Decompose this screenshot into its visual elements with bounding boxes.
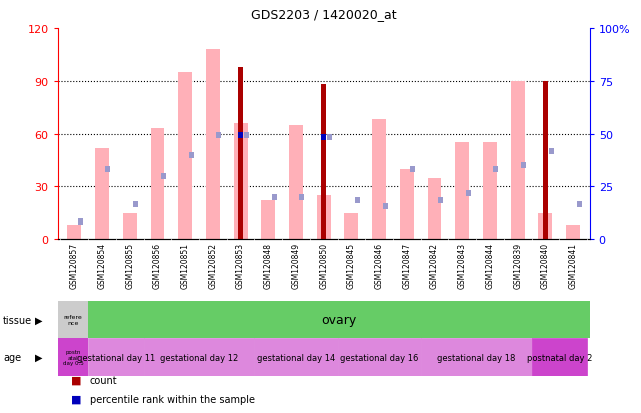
Text: gestational day 11: gestational day 11: [77, 353, 155, 362]
Text: ovary: ovary: [321, 313, 356, 327]
Bar: [543, 82, 548, 240]
Text: GSM120853: GSM120853: [236, 243, 245, 289]
Bar: [216, 133, 221, 139]
Bar: [321, 135, 326, 141]
Bar: [188, 152, 194, 158]
Bar: [133, 202, 138, 207]
Bar: [262, 201, 275, 240]
Bar: [355, 198, 360, 204]
Bar: [151, 129, 164, 240]
Bar: [123, 213, 137, 240]
Text: value, Detection Call = ABSENT: value, Detection Call = ABSENT: [90, 412, 245, 413]
Bar: [88, 339, 144, 376]
Text: GDS2203 / 1420020_at: GDS2203 / 1420020_at: [251, 8, 397, 21]
Text: GSM120857: GSM120857: [70, 243, 79, 289]
Text: GSM120845: GSM120845: [347, 243, 356, 289]
Text: percentile rank within the sample: percentile rank within the sample: [90, 394, 254, 404]
Bar: [344, 213, 358, 240]
Bar: [244, 133, 249, 139]
Text: gestational day 14: gestational day 14: [257, 353, 335, 362]
Bar: [321, 85, 326, 240]
Bar: [410, 166, 415, 172]
Text: refere
nce: refere nce: [63, 315, 82, 325]
Bar: [317, 196, 331, 240]
Text: GSM120850: GSM120850: [319, 243, 328, 289]
Bar: [372, 120, 386, 240]
Bar: [161, 173, 166, 179]
Text: gestational day 18: gestational day 18: [437, 353, 515, 362]
Bar: [494, 166, 499, 172]
Text: gestational day 16: gestational day 16: [340, 353, 419, 362]
Bar: [483, 143, 497, 240]
Bar: [254, 339, 338, 376]
Text: postn
atal
day 0.5: postn atal day 0.5: [63, 349, 83, 366]
Text: GSM120849: GSM120849: [292, 243, 301, 289]
Text: GSM120851: GSM120851: [181, 243, 190, 289]
Text: GSM120840: GSM120840: [541, 243, 550, 289]
Bar: [531, 339, 587, 376]
Bar: [327, 135, 332, 141]
Bar: [238, 68, 243, 240]
Bar: [455, 143, 469, 240]
Text: GSM120847: GSM120847: [403, 243, 412, 289]
Bar: [466, 191, 470, 197]
Text: ■: ■: [71, 375, 81, 385]
Bar: [206, 50, 220, 240]
Text: GSM120843: GSM120843: [458, 243, 467, 289]
Text: count: count: [90, 375, 117, 385]
Bar: [299, 195, 304, 200]
Text: age: age: [3, 352, 21, 362]
Text: ▶: ▶: [35, 352, 43, 362]
Text: GSM120852: GSM120852: [208, 243, 217, 289]
Bar: [144, 339, 254, 376]
Bar: [549, 149, 554, 155]
Bar: [521, 163, 526, 169]
Bar: [67, 225, 81, 240]
Text: GSM120841: GSM120841: [569, 243, 578, 289]
Bar: [428, 178, 442, 240]
Text: GSM120844: GSM120844: [485, 243, 494, 289]
Bar: [234, 124, 247, 240]
Text: GSM120855: GSM120855: [125, 243, 134, 289]
Bar: [78, 219, 83, 225]
Bar: [566, 225, 580, 240]
Text: GSM120846: GSM120846: [374, 243, 383, 289]
Bar: [58, 301, 88, 339]
Text: ■: ■: [71, 394, 81, 404]
Text: gestational day 12: gestational day 12: [160, 353, 238, 362]
Bar: [383, 203, 388, 209]
Text: ■: ■: [71, 412, 81, 413]
Bar: [511, 82, 524, 240]
Text: GSM120856: GSM120856: [153, 243, 162, 289]
Bar: [272, 195, 277, 200]
Bar: [338, 339, 420, 376]
Text: GSM120842: GSM120842: [430, 243, 439, 289]
Bar: [106, 166, 110, 172]
Bar: [95, 148, 109, 240]
Text: GSM120854: GSM120854: [97, 243, 106, 289]
Bar: [420, 339, 531, 376]
Bar: [438, 198, 443, 204]
Bar: [576, 202, 581, 207]
Text: GSM120848: GSM120848: [264, 243, 273, 289]
Text: GSM120839: GSM120839: [513, 243, 522, 289]
Text: ▶: ▶: [35, 315, 43, 325]
Bar: [289, 126, 303, 240]
Bar: [178, 73, 192, 240]
Text: postnatal day 2: postnatal day 2: [526, 353, 592, 362]
Bar: [238, 133, 243, 139]
Bar: [538, 213, 553, 240]
Text: tissue: tissue: [3, 315, 32, 325]
Bar: [400, 169, 413, 240]
Bar: [58, 339, 88, 376]
